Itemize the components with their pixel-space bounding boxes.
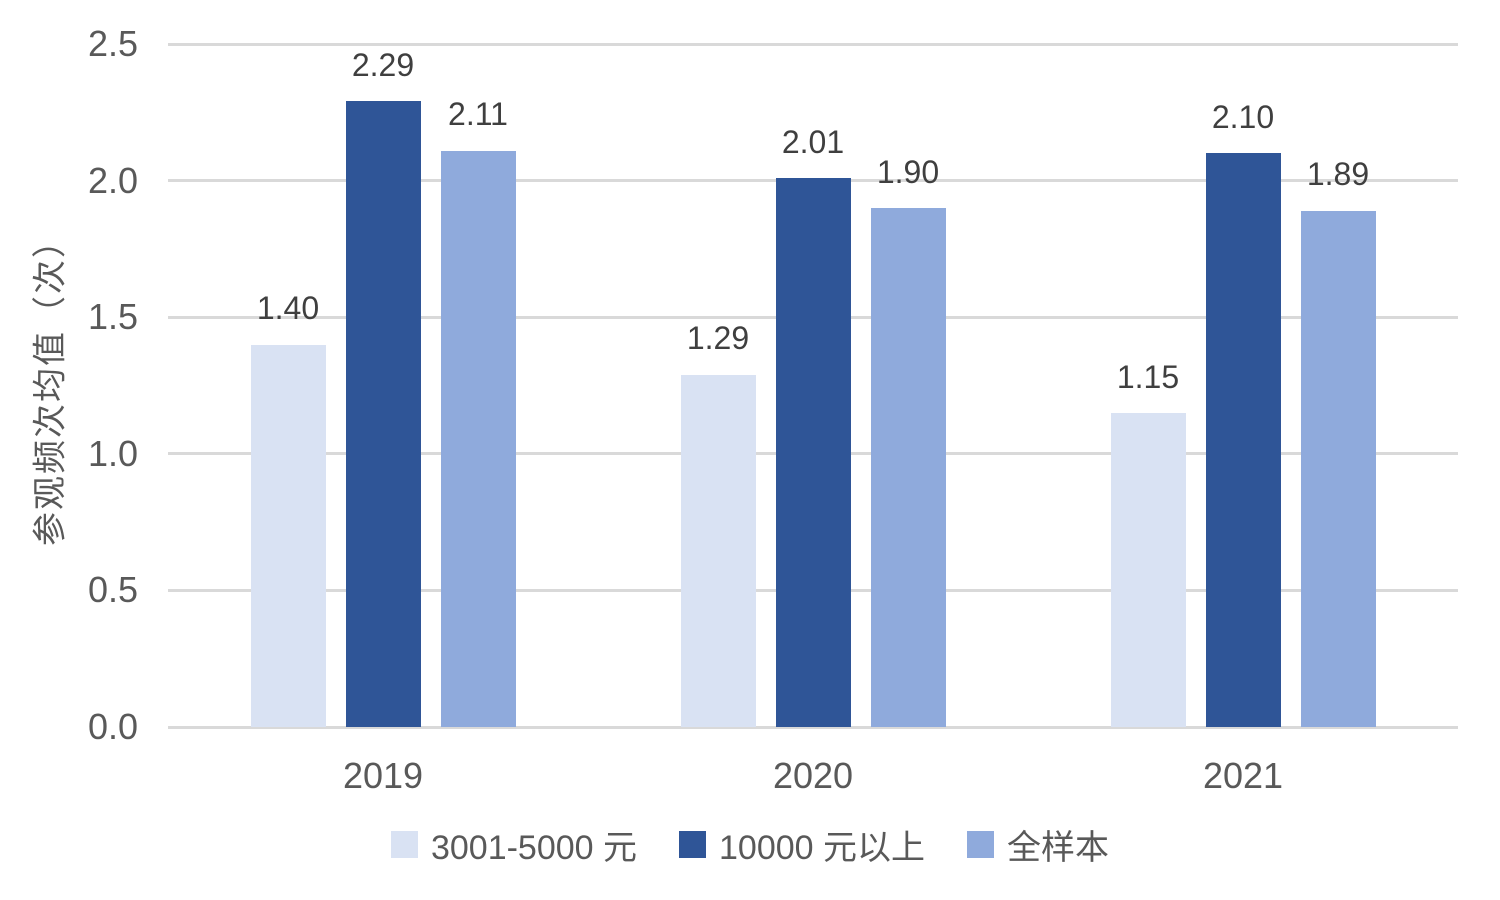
bar-value-label: 1.40 <box>256 290 320 327</box>
legend: 3001-5000 元 10000 元以上 全样本 <box>0 820 1500 869</box>
bar-value-label: 2.10 <box>1211 99 1275 136</box>
y-axis-title: 参观频次均值（次） <box>31 222 70 546</box>
bar-value-label: 1.15 <box>1116 358 1180 395</box>
x-axis-ticks: 2019 2020 2021 <box>168 755 1458 797</box>
legend-item-3: 全样本 <box>967 820 1109 869</box>
y-tick-label: 0.5 <box>87 569 138 611</box>
bar-series-3-2019: 2.11 <box>440 97 516 727</box>
bar-value-label: 2.29 <box>351 47 415 84</box>
bars-layer: 1.40 2.29 2.11 1.29 2.01 1.90 1.15 2.10 1.89 <box>168 44 1458 727</box>
legend-swatch <box>967 831 995 858</box>
bar-series-2-2020: 2.01 <box>775 124 851 727</box>
bar-series-3-2020: 1.90 <box>870 154 946 727</box>
legend-item-1: 3001-5000 元 <box>390 820 638 869</box>
bar-series-2-2021: 2.10 <box>1205 99 1281 727</box>
bar-series-2-2019: 2.29 <box>345 47 421 727</box>
bar-series-1-2019: 1.40 <box>250 291 326 727</box>
plot-area: 0.0 0.5 1.0 1.5 2.0 2.5 1.40 2.29 2.11 1.29 2.01 1… <box>88 24 1458 796</box>
y-tick-label: 1.0 <box>87 432 138 474</box>
bar-group-2020: 1.29 2.01 1.90 <box>598 44 1028 727</box>
bar-series-1-2020: 1.29 <box>680 321 756 727</box>
bar-value-label: 2.11 <box>448 96 508 133</box>
legend-label: 3001-5000 元 <box>430 829 638 867</box>
y-tick-label: 2.5 <box>87 23 138 64</box>
legend-label: 10000 元以上 <box>719 829 926 867</box>
legend-swatch <box>679 831 707 858</box>
legend-item-2: 10000 元以上 <box>679 820 925 869</box>
legend-swatch <box>390 831 418 858</box>
gridline <box>168 42 1458 46</box>
x-tick-label: 2019 <box>342 755 424 796</box>
x-tick-label: 2021 <box>1202 755 1284 796</box>
y-tick-label: 2.0 <box>87 159 138 201</box>
legend-label: 全样本 <box>1007 829 1110 867</box>
y-tick-label: 1.5 <box>87 296 138 338</box>
bar-value-label: 1.90 <box>876 153 940 190</box>
bar-value-label: 1.29 <box>686 320 750 357</box>
bar-value-label: 2.01 <box>781 123 845 160</box>
bar-series-1-2021: 1.15 <box>1110 359 1186 727</box>
y-tick-label: 0.0 <box>87 706 138 747</box>
x-tick-label: 2020 <box>772 755 854 796</box>
gridline <box>168 725 1458 729</box>
bar-group-2021: 1.15 2.10 1.89 <box>1028 44 1458 727</box>
bar-series-3-2021: 1.89 <box>1300 157 1376 727</box>
bar-group-2019: 1.40 2.29 2.11 <box>168 44 598 727</box>
bar-value-label: 1.89 <box>1306 156 1370 193</box>
